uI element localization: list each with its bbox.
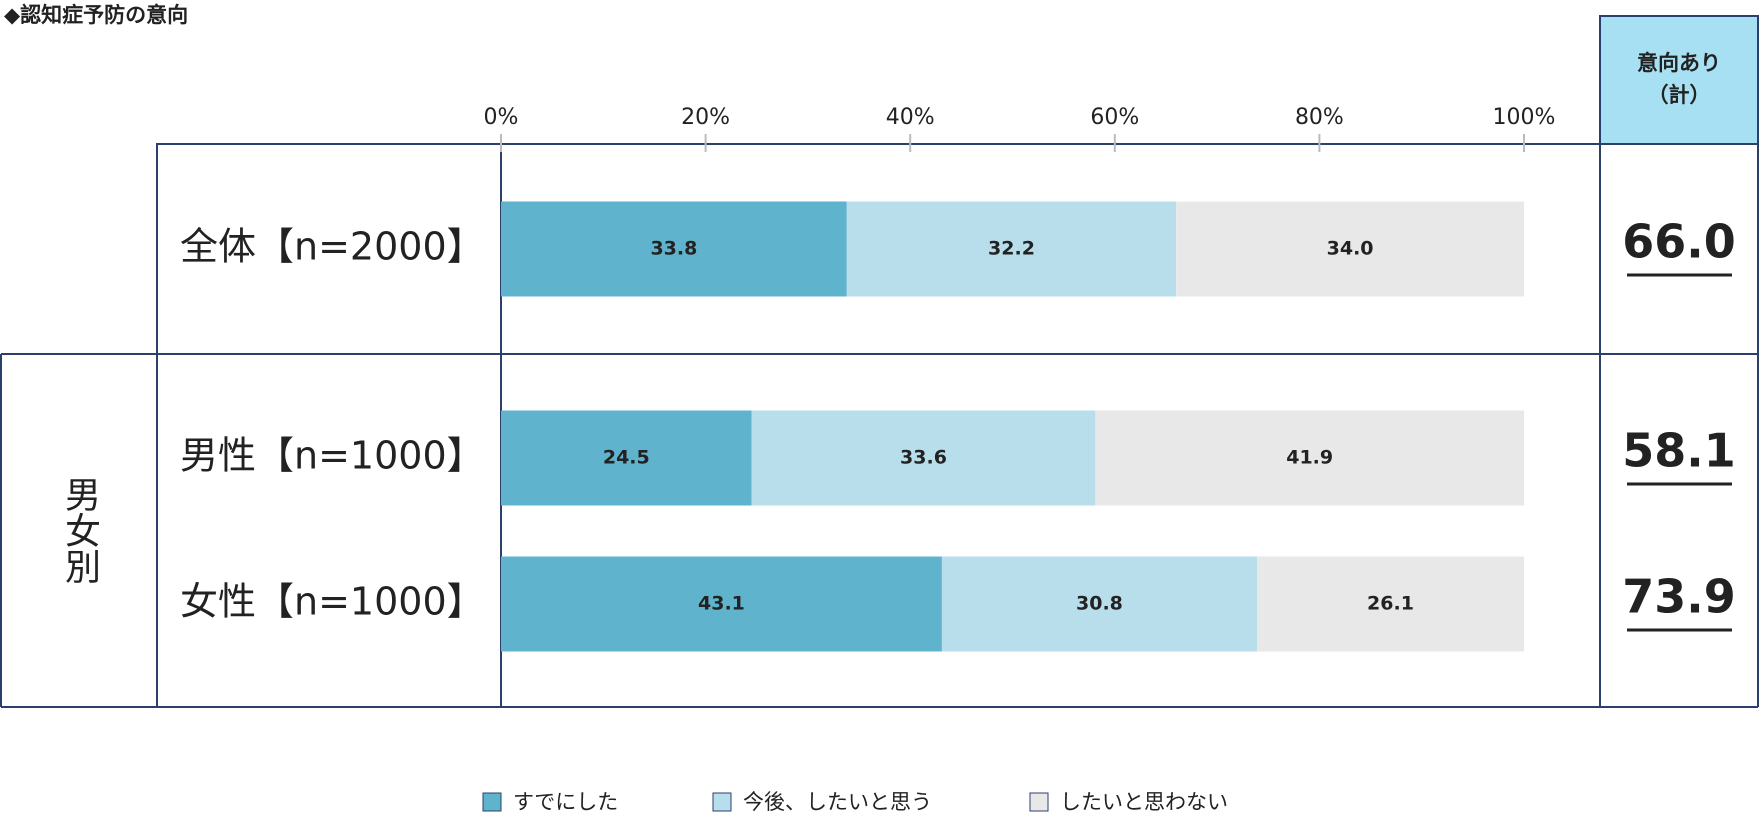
bar-segment xyxy=(941,556,1257,652)
legend-label: したいと思わない xyxy=(1060,790,1228,814)
bar-segment xyxy=(501,410,752,506)
legend-label: すでにした xyxy=(513,790,618,814)
intent-header: （計） xyxy=(1648,83,1711,107)
data-label: 41.9 xyxy=(1286,447,1333,469)
legend-swatch xyxy=(1029,792,1049,812)
category-label: 女性【n=1000】 xyxy=(180,580,485,624)
category-label: 男性【n=1000】 xyxy=(180,434,485,478)
bar-segment xyxy=(1176,201,1524,297)
bar-segment xyxy=(501,201,847,297)
x-tick-label: 20% xyxy=(681,105,730,130)
data-label: 33.6 xyxy=(900,447,947,469)
legend-swatch xyxy=(712,792,732,812)
x-tick-label: 100% xyxy=(1493,105,1556,130)
group-label: 男女別 xyxy=(59,476,100,584)
bar-segment xyxy=(1256,556,1524,652)
x-tick-label: 0% xyxy=(484,105,519,130)
x-tick-label: 60% xyxy=(1090,105,1139,130)
data-label: 33.8 xyxy=(650,238,697,260)
intent-total: 58.1 xyxy=(1622,424,1736,478)
legend-label: 今後、したいと思う xyxy=(743,790,932,814)
data-label: 30.8 xyxy=(1076,593,1123,615)
category-label: 全体【n=2000】 xyxy=(180,225,485,269)
data-label: 26.1 xyxy=(1367,593,1414,615)
data-label: 34.0 xyxy=(1327,238,1374,260)
data-label: 43.1 xyxy=(698,593,745,615)
intent-header-box xyxy=(1599,15,1759,145)
intent-header: 意向あり xyxy=(1637,51,1721,75)
intent-total: 73.9 xyxy=(1622,570,1736,624)
x-tick-label: 40% xyxy=(886,105,935,130)
legend-swatch xyxy=(482,792,502,812)
data-label: 32.2 xyxy=(988,238,1035,260)
x-tick-label: 80% xyxy=(1295,105,1344,130)
bar-segment xyxy=(501,556,942,652)
data-label: 24.5 xyxy=(603,447,650,469)
intent-total: 66.0 xyxy=(1622,215,1736,269)
bar-segment xyxy=(751,410,1096,506)
bar-segment xyxy=(1095,410,1524,506)
bar-segment xyxy=(846,201,1177,297)
chart-title: ◆認知症予防の意向 xyxy=(4,3,188,27)
frame-box xyxy=(156,143,1601,708)
